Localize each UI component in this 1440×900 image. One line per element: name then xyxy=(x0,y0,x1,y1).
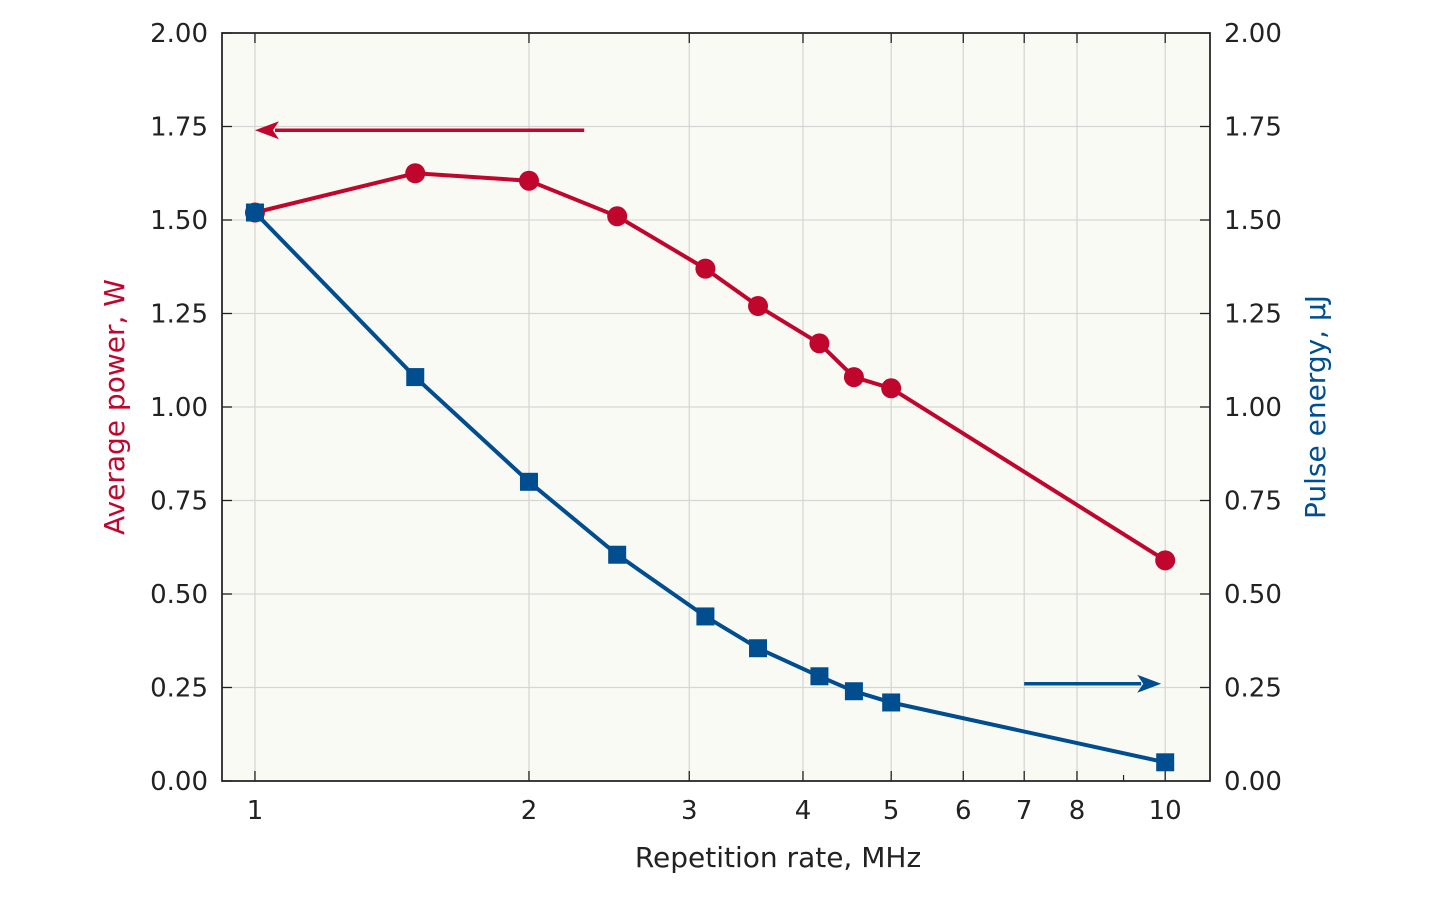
y-left-tick-label: 1.50 xyxy=(150,206,208,236)
y-right-tick-label: 1.00 xyxy=(1224,393,1282,423)
power-series-line xyxy=(254,171,1167,562)
energy-data-point xyxy=(810,667,829,686)
y-left-tick-label: 1.00 xyxy=(150,393,208,423)
axis-ticks xyxy=(222,32,1210,782)
energy-data-point xyxy=(245,203,264,222)
y-right-tick-label: 1.75 xyxy=(1224,113,1282,143)
power-data-point xyxy=(607,206,628,227)
y-right-tick-label: 0.75 xyxy=(1224,487,1282,517)
right-axis-title: Pulse energy, µJ xyxy=(1299,295,1332,519)
x-tick-label: 10 xyxy=(1149,796,1182,826)
y-left-tick-label: 0.75 xyxy=(150,487,208,517)
power-data-point xyxy=(809,333,830,354)
x-tick-label: 6 xyxy=(955,796,972,826)
y-left-tick-label: 0.50 xyxy=(150,580,208,610)
energy-data-point xyxy=(608,545,627,564)
x-tick-label: 8 xyxy=(1069,796,1086,826)
y-left-tick-label: 0.25 xyxy=(150,674,208,704)
power-data-point xyxy=(843,367,864,388)
x-tick-label: 2 xyxy=(521,796,538,826)
x-tick-label: 7 xyxy=(1016,796,1033,826)
energy-data-point xyxy=(749,639,768,658)
left-axis-title: Average power, W xyxy=(98,279,131,535)
y-left-tick-label: 1.25 xyxy=(150,300,208,330)
energy-series-line xyxy=(253,211,1166,765)
energy-data-point xyxy=(519,472,538,491)
x-tick-label: 5 xyxy=(883,796,900,826)
x-tick-label: 4 xyxy=(795,796,812,826)
series-group xyxy=(244,163,1176,772)
y-left-tick-label: 1.75 xyxy=(150,113,208,143)
energy-axis-arrow-head xyxy=(1137,674,1162,693)
power-axis-arrow-head xyxy=(254,121,279,140)
y-right-tick-label: 1.50 xyxy=(1224,206,1282,236)
power-data-point xyxy=(748,296,769,317)
energy-data-point xyxy=(696,607,715,626)
energy-data-point xyxy=(882,693,901,712)
energy-data-point xyxy=(406,368,425,387)
plot-frame xyxy=(221,32,1211,782)
y-right-tick-label: 0.25 xyxy=(1224,674,1282,704)
energy-data-point xyxy=(1156,753,1175,772)
power-data-point xyxy=(1155,550,1176,571)
x-tick-label: 3 xyxy=(681,796,698,826)
power-data-point xyxy=(695,258,716,279)
y-right-tick-label: 1.25 xyxy=(1224,300,1282,330)
y-right-tick-label: 2.00 xyxy=(1224,19,1282,49)
y-left-tick-label: 2.00 xyxy=(150,19,208,49)
tick-labels: 1 2 3 4 5 6 7 8 10 0.00 0.00 0.25 0.25 0.50 0.50 0.75 0.… xyxy=(150,19,1282,826)
power-data-point xyxy=(881,378,902,399)
y-right-tick-label: 0.00 xyxy=(1224,767,1282,797)
annotations xyxy=(254,121,1162,693)
x-axis-title: Repetition rate, MHz xyxy=(635,841,921,874)
x-tick-label: 1 xyxy=(247,796,264,826)
power-data-point xyxy=(405,163,426,184)
energy-data-point xyxy=(844,682,863,701)
power-data-point xyxy=(518,170,539,191)
y-right-tick-label: 0.50 xyxy=(1224,580,1282,610)
grid-lines xyxy=(222,33,1210,781)
y-left-tick-label: 0.00 xyxy=(150,767,208,797)
